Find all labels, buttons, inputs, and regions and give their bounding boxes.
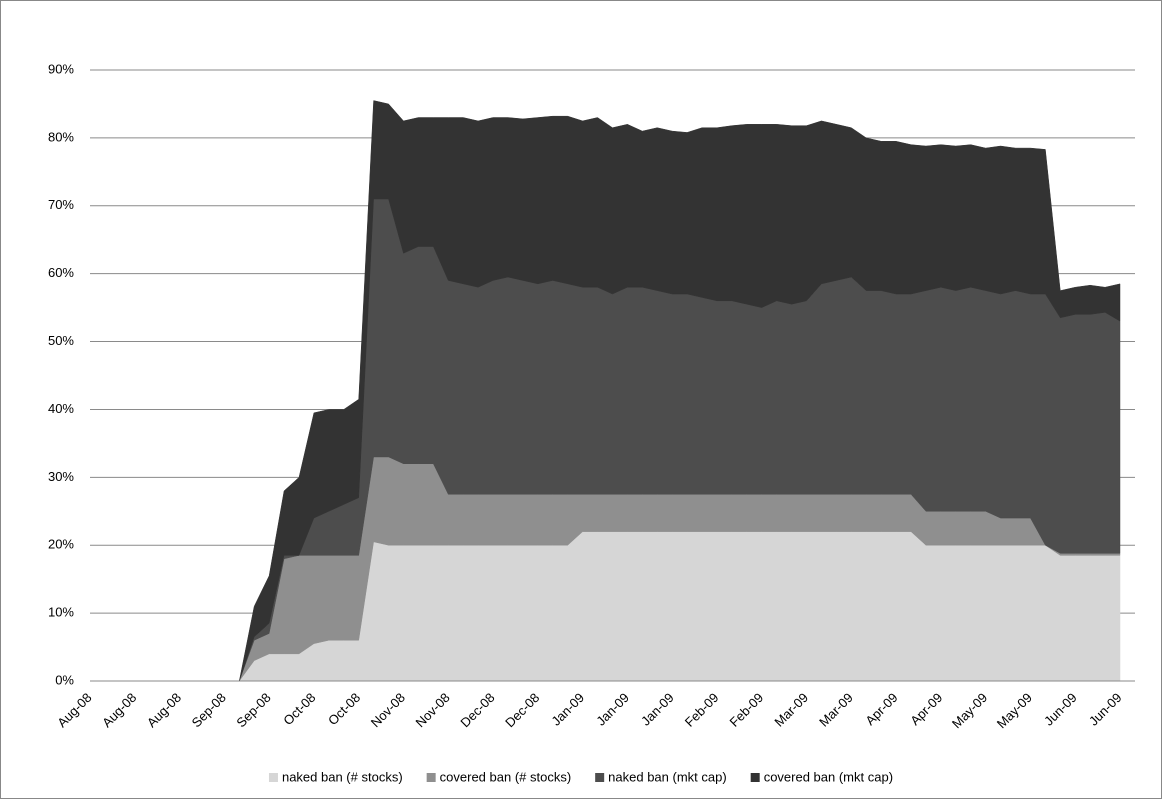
legend-swatch <box>750 773 760 782</box>
y-tick-label: 60% <box>48 265 74 280</box>
y-tick-label: 80% <box>48 129 74 144</box>
y-tick-label: 10% <box>48 605 74 620</box>
y-tick-label: 90% <box>48 61 74 76</box>
legend-label: naked ban (mkt cap) <box>608 769 727 784</box>
areas <box>90 100 1121 682</box>
y-tick-label: 70% <box>48 197 74 212</box>
y-tick-label: 30% <box>48 469 74 484</box>
legend-swatch <box>426 773 436 782</box>
legend-label: covered ban (mkt cap) <box>764 769 893 784</box>
legend-swatch <box>268 773 278 782</box>
y-tick-label: 40% <box>48 401 74 416</box>
area <box>90 100 1121 682</box>
legend-label: covered ban (# stocks) <box>440 769 572 784</box>
legend: naked ban (# stocks) covered ban (# stock… <box>268 769 893 784</box>
y-tick-label: 50% <box>48 333 74 348</box>
legend-label: naked ban (# stocks) <box>282 769 403 784</box>
y-tick-label: 20% <box>48 537 74 552</box>
y-tick-label: 0% <box>55 672 74 687</box>
legend-swatch <box>595 773 605 782</box>
